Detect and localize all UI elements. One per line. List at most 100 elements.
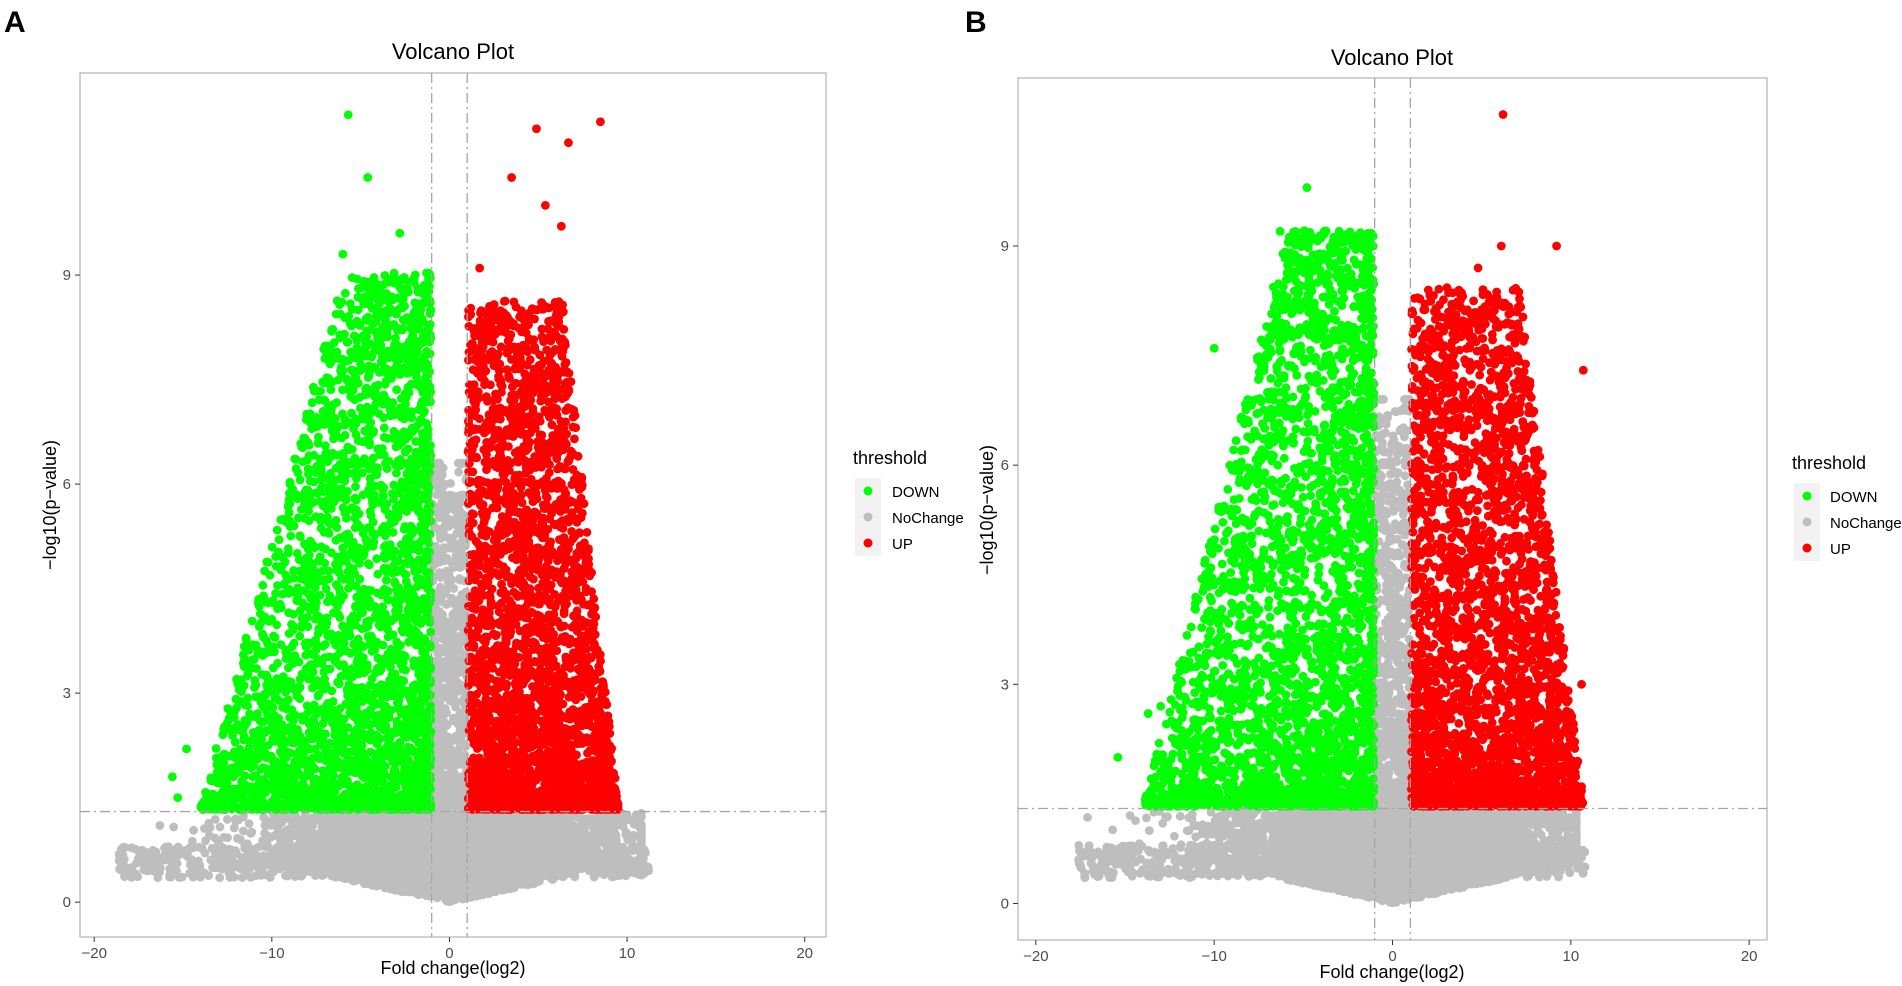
nochange-point [372, 861, 382, 870]
nochange-point [590, 844, 600, 854]
nochange-point [183, 847, 193, 856]
nochange-point [548, 869, 558, 879]
nochange-point [367, 871, 376, 881]
nochange-point [405, 842, 415, 851]
nochange-point [586, 865, 596, 875]
nochange-point [231, 817, 241, 826]
nochange-point [542, 832, 551, 841]
nochange-point [248, 849, 258, 859]
nochange-point [540, 864, 549, 874]
nochange-point [284, 845, 294, 854]
nochange-point [303, 826, 313, 835]
nochange-point [333, 858, 342, 867]
nochange-point [211, 863, 221, 873]
nochange-point [574, 812, 583, 822]
nochange-point [315, 858, 325, 867]
nochange-point [288, 868, 298, 878]
nochange-point [114, 850, 124, 860]
nochange-point [254, 869, 264, 878]
nochange-point [169, 822, 179, 832]
nochange-point [565, 868, 575, 878]
nochange-point [395, 817, 404, 827]
nochange-point [261, 860, 271, 870]
nochange-point [593, 835, 603, 844]
nochange-point [469, 890, 479, 900]
nochange-point [563, 822, 572, 832]
nochange-point [409, 869, 419, 879]
nochange-point [620, 847, 629, 857]
nochange-point [196, 866, 206, 876]
nochange-point [265, 820, 275, 830]
nochange-point [160, 855, 170, 865]
nochange-point [276, 849, 286, 858]
nochange-point [550, 829, 559, 838]
nochange-point [232, 848, 241, 858]
nochange-point [388, 859, 397, 869]
nochange-point [347, 848, 356, 857]
nochange-point [335, 866, 344, 875]
nochange-point [144, 861, 154, 871]
nochange-point [349, 872, 359, 882]
nochange-point [188, 836, 197, 846]
nochange-point [297, 815, 307, 825]
nochange-point [467, 851, 477, 861]
nochange-point [165, 872, 175, 882]
nochange-point [240, 843, 250, 853]
nochange-point [274, 813, 284, 822]
nochange-point [420, 879, 430, 889]
nochange-point [238, 864, 248, 874]
nochange-point [590, 823, 599, 833]
nochange-point [131, 844, 141, 854]
nochange-point [507, 868, 517, 877]
nochange-point [490, 833, 500, 843]
nochange-point [173, 851, 183, 860]
nochange-point [514, 852, 524, 861]
nochange-point [487, 859, 496, 869]
nochange-point [628, 868, 638, 878]
nochange-point [266, 869, 276, 878]
nochange-point [609, 816, 619, 826]
nochange-point [572, 857, 581, 867]
nochange-point [338, 849, 348, 859]
nochange-point [598, 819, 608, 829]
nochange-point [421, 891, 431, 900]
nochange-point [604, 865, 614, 875]
nochange-point [327, 833, 336, 843]
nochange-point [526, 846, 536, 855]
nochange-point [570, 845, 580, 855]
nochange-point [311, 871, 320, 880]
nochange-point [632, 814, 642, 824]
nochange-point [210, 815, 220, 824]
nochange-point [312, 848, 322, 858]
nochange-point [247, 827, 257, 837]
nochange-point [300, 861, 310, 871]
nochange-point [614, 871, 624, 880]
nochange-point [588, 814, 598, 824]
nochange-point [512, 838, 521, 848]
nochange-point [514, 826, 524, 835]
nochange-point [219, 832, 229, 842]
nochange-point [215, 873, 225, 882]
nochange-point [285, 815, 295, 825]
nochange-point [579, 862, 588, 872]
nochange-point [298, 869, 308, 879]
panel-a-points [114, 110, 653, 907]
nochange-point [292, 848, 301, 857]
nochange-point [636, 835, 646, 845]
nochange-point [187, 855, 197, 864]
panel-a-label: A [4, 6, 26, 39]
nochange-point [364, 843, 374, 852]
nochange-point [286, 832, 296, 842]
nochange-point [557, 851, 566, 861]
nochange-point [496, 881, 506, 890]
nochange-point [498, 855, 508, 865]
panel-a-title: Volcano Plot [392, 39, 514, 64]
nochange-point [253, 860, 263, 869]
nochange-point [498, 819, 508, 829]
nochange-point [618, 856, 628, 865]
nochange-point [160, 843, 170, 853]
nochange-point [378, 827, 388, 837]
nochange-point [326, 847, 336, 857]
nochange-point [205, 831, 214, 840]
